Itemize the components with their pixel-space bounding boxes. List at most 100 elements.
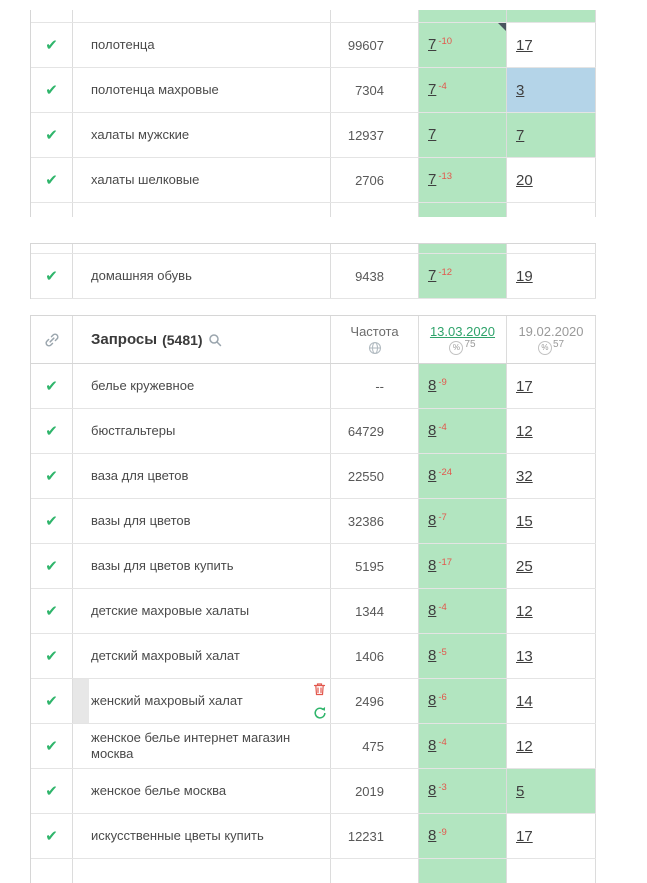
previous-position-link[interactable]: 17 [516,827,533,845]
current-position-link[interactable]: 8 [428,467,437,484]
queries-header: Запросы (5481) [73,316,331,363]
check-icon[interactable] [45,81,58,100]
current-position-link[interactable]: 8 [428,782,437,799]
current-position-cell [419,203,507,217]
current-position-link[interactable]: 7 [428,36,437,53]
check-icon[interactable] [45,782,58,801]
previous-position-link[interactable]: 13 [516,647,533,665]
check-icon[interactable] [45,647,58,666]
row-check-cell[interactable] [31,409,73,453]
row-check-cell[interactable] [31,724,73,768]
check-icon[interactable] [45,377,58,396]
previous-position-link[interactable]: 25 [516,557,533,575]
previous-position-link[interactable]: 3 [516,81,525,99]
current-position-link[interactable]: 8 [428,377,437,394]
current-position-cell [419,10,507,22]
frequency-cell [331,203,419,217]
table-row: белье кружевное -- 8-9 17 [31,364,596,409]
previous-position-link[interactable]: 15 [516,512,533,530]
keyword-cell: домашняя обувь [73,254,331,298]
recheck-position-icon[interactable] [313,706,327,720]
previous-position-link[interactable]: 17 [516,377,533,395]
frequency-value: -- [375,378,384,394]
position-change: -4 [438,737,447,748]
previous-position-link[interactable]: 32 [516,467,533,485]
previous-position-cell [507,203,596,217]
row-check-cell[interactable] [31,499,73,543]
keyword-table-section-2: домашняя обувь 9438 7-12 19 [30,243,596,299]
current-position-link[interactable]: 7 [428,267,437,284]
current-position-link[interactable]: 7 [428,81,437,98]
row-check-cell[interactable] [31,254,73,298]
previous-position-link[interactable]: 12 [516,737,533,755]
current-position-link[interactable]: 8 [428,647,437,664]
check-icon[interactable] [45,467,58,486]
table-row: домашняя обувь 9438 7-12 19 [31,254,596,299]
current-position-link[interactable]: 8 [428,692,437,709]
frequency-cell: 64729 [331,409,419,453]
previous-position-link[interactable]: 17 [516,36,533,54]
keyword-cell: ваза для цветов [73,454,331,498]
current-position-link[interactable]: 8 [428,827,437,844]
previous-position-cell: 5 [507,769,596,813]
row-check-cell[interactable] [31,454,73,498]
row-check-cell[interactable] [31,769,73,813]
previous-position-link[interactable]: 14 [516,692,533,710]
previous-position-cell: 7 [507,113,596,157]
row-drag-handle[interactable] [73,679,89,723]
link-column-header[interactable] [31,316,73,363]
previous-position-link[interactable]: 12 [516,602,533,620]
current-position-cell: 8 -4 [419,409,507,453]
previous-position-link[interactable]: 12 [516,422,533,440]
keyword-table-section-3: Запросы (5481) Частота [30,315,596,883]
table-row: искусственные цветы купить 12231 8-9 17 [31,814,596,859]
current-percent-badge: % 75 [449,339,476,355]
current-position-link[interactable]: 8 [428,512,437,529]
check-icon[interactable] [45,602,58,621]
link-icon[interactable] [44,332,60,348]
check-icon[interactable] [45,512,58,531]
row-check-cell[interactable] [31,589,73,633]
keyword-cell: полотенца махровые [73,68,331,112]
current-date-link[interactable]: 13.03.2020 [429,324,496,339]
previous-position-cell: 14 [507,679,596,723]
check-icon[interactable] [45,827,58,846]
current-position-link[interactable]: 8 [428,557,437,574]
check-icon[interactable] [45,267,58,286]
previous-position-link[interactable]: 5 [516,782,525,800]
check-icon[interactable] [45,557,58,576]
current-position-link[interactable]: 8 [428,602,437,619]
check-icon[interactable] [45,737,58,756]
check-icon[interactable] [45,422,58,441]
check-icon[interactable] [45,36,58,55]
row-check-cell[interactable] [31,634,73,678]
row-check-cell[interactable] [31,68,73,112]
row-check-cell[interactable] [31,544,73,588]
check-icon[interactable] [45,692,58,711]
row-check-cell[interactable] [31,679,73,723]
frequency-value: 2019 [355,783,384,799]
row-check-cell[interactable] [31,814,73,858]
current-position-link[interactable]: 7 [428,171,437,188]
current-position-link[interactable]: 8 [428,737,437,754]
table-row: детский махровый халат 1406 8-5 13 [31,634,596,679]
row-check-cell[interactable] [31,23,73,67]
row-check-cell[interactable] [31,113,73,157]
search-icon[interactable] [208,333,222,347]
check-icon[interactable] [45,171,58,190]
previous-position-link[interactable]: 19 [516,267,533,285]
previous-percent-badge: % 57 [537,339,564,355]
row-check-cell[interactable] [31,158,73,202]
previous-position-link[interactable]: 20 [516,171,533,189]
delete-keyword-icon[interactable] [313,682,327,696]
row-check-cell[interactable] [31,364,73,408]
current-position-link[interactable]: 7 [428,126,437,143]
previous-position-link[interactable]: 7 [516,126,525,144]
frequency-value: 1406 [355,648,384,664]
table-row: полотенца махровые 7304 7-4 3 [31,68,596,113]
current-position-link[interactable]: 8 [428,422,437,439]
keyword-cell: женское белье интернет магазин москва [73,724,331,768]
check-icon[interactable] [45,126,58,145]
table-row: халаты мужские 12937 7 7 [31,113,596,158]
globe-icon[interactable] [368,341,382,355]
